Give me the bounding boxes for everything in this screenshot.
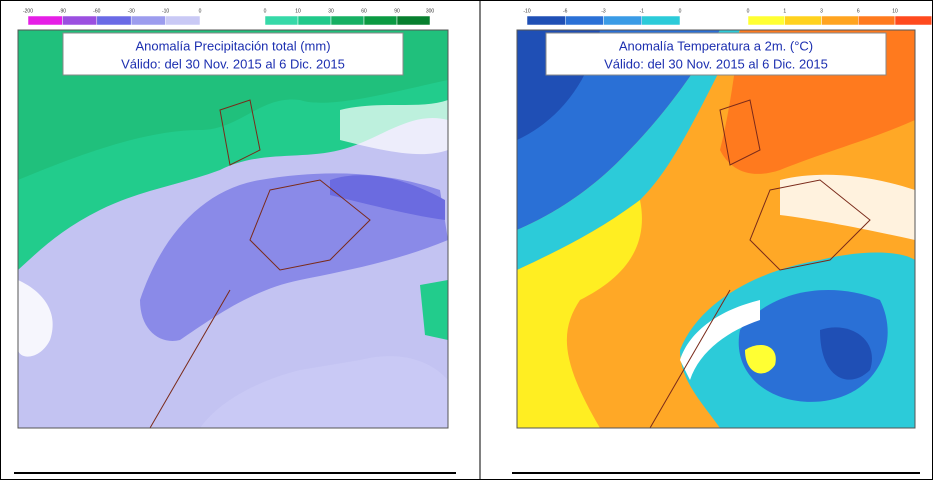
precip-map (17, 29, 449, 429)
map-subtitle: Válido: del 30 Nov. 2015 al 6 Dic. 2015 (121, 56, 345, 71)
legend-tick: 10 (892, 8, 898, 14)
legend-tick: -90 (59, 8, 66, 14)
legend-tick: 10 (295, 8, 301, 14)
legend-swatch (330, 15, 365, 26)
legend-tick: 1 (783, 8, 786, 14)
legend-tick: 6 (857, 8, 860, 14)
legend-swatch (165, 15, 201, 26)
title-box (545, 32, 887, 76)
legend-swatch (858, 15, 896, 26)
legend-swatch (784, 15, 822, 26)
legend-tick: 300 (426, 8, 435, 14)
legend-swatch (641, 15, 681, 26)
legend-tick: 0 (679, 8, 682, 14)
legend-tick: -30 (128, 8, 135, 14)
map-title: Anomalía Precipitación total (mm) (135, 38, 330, 53)
temp-map (516, 29, 916, 429)
map-title: Anomalía Temperatura a 2m. (°C) (619, 38, 813, 53)
legend-tick: -200 (23, 8, 33, 14)
legend-swatch (297, 15, 332, 26)
legend-swatch (62, 15, 98, 26)
map-subtitle: Válido: del 30 Nov. 2015 al 6 Dic. 2015 (604, 56, 828, 71)
legend-tick: 3 (820, 8, 823, 14)
legend-swatch (747, 15, 785, 26)
legend-tick: -6 (563, 8, 568, 14)
legend-tick: 0 (747, 8, 750, 14)
legend-swatch (603, 15, 642, 26)
legend-tick: 0 (199, 8, 202, 14)
legend-tick: -1 (640, 8, 645, 14)
legend-swatch (894, 15, 932, 26)
legend-tick: 90 (394, 8, 400, 14)
legend-swatch (27, 15, 63, 26)
legend-tick: -10 (162, 8, 169, 14)
legend-swatch (821, 15, 859, 26)
legend-swatch (264, 15, 299, 26)
legend-tick: -10 (523, 8, 530, 14)
title-box (62, 32, 404, 76)
legend-tick: 30 (328, 8, 334, 14)
legend-tick: 60 (361, 8, 367, 14)
legend-swatch (96, 15, 132, 26)
legend-swatch (565, 15, 604, 26)
legend-tick: 0 (264, 8, 267, 14)
legend-swatch (526, 15, 566, 26)
legend-swatch (130, 15, 166, 26)
legend-tick: -60 (93, 8, 100, 14)
legend-tick: -3 (601, 8, 606, 14)
legend-swatch (396, 15, 431, 26)
legend-swatch (363, 15, 398, 26)
